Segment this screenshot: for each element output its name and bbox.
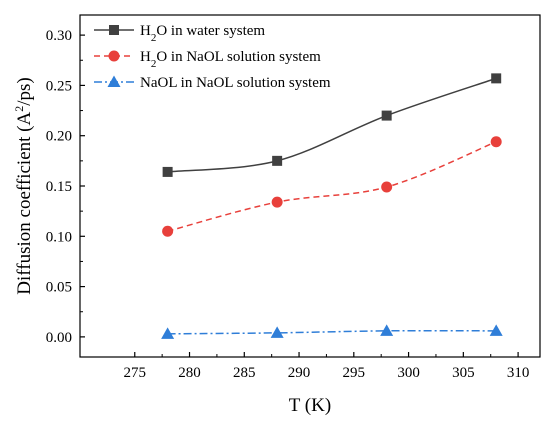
data-point xyxy=(490,136,502,148)
y-axis-title: Diffusion coefficient (A2/ps) xyxy=(12,77,35,294)
data-point xyxy=(272,155,283,166)
data-point xyxy=(270,326,284,338)
legend-marker xyxy=(107,75,121,87)
y-tick-label: 0.05 xyxy=(46,280,72,296)
legend-label-pre: H xyxy=(140,49,151,65)
legend-label: H2O in water system xyxy=(140,23,265,44)
data-point xyxy=(380,324,394,336)
y-tick-label: 0.25 xyxy=(46,78,72,94)
legend-label-sub: 2 xyxy=(151,58,157,70)
y-tick-label: 0.20 xyxy=(46,129,72,145)
series-line xyxy=(167,141,497,232)
y-axis-ticks: 0.00 0.05 0.10 0.15 0.20 0.25 0.30 xyxy=(46,28,85,346)
data-point xyxy=(381,110,392,121)
data-point xyxy=(489,324,503,336)
data-point xyxy=(161,327,175,339)
plot-frame xyxy=(79,14,541,358)
legend-marker xyxy=(109,25,119,35)
data-point xyxy=(271,196,283,208)
y-tick-label: 0.00 xyxy=(46,330,72,346)
legend-item: H2O in water system xyxy=(94,23,265,44)
series-layer xyxy=(161,73,503,339)
y-tick-label: 0.30 xyxy=(46,28,72,44)
data-point xyxy=(491,73,502,84)
x-tick-label: 280 xyxy=(178,365,201,381)
series-line xyxy=(167,329,497,335)
legend-label-sub: 2 xyxy=(151,32,157,44)
series-0 xyxy=(162,73,502,177)
y-axis-title-post: /ps) xyxy=(14,77,35,106)
legend-label: H2O in NaOL solution system xyxy=(140,49,321,70)
x-tick-label: 310 xyxy=(507,365,530,381)
data-point xyxy=(381,181,393,193)
data-point xyxy=(162,225,174,237)
x-axis-title: T (K) xyxy=(289,395,331,416)
y-axis-title-sup: 2 xyxy=(12,106,26,112)
legend-label: NaOL in NaOL solution system xyxy=(140,75,331,91)
x-tick-label: 305 xyxy=(452,365,475,381)
x-tick-label: 300 xyxy=(397,365,420,381)
series-2 xyxy=(161,324,503,339)
y-tick-label: 0.15 xyxy=(46,179,72,195)
legend-label-pre: H xyxy=(140,23,151,39)
legend-item: H2O in NaOL solution system xyxy=(94,49,321,70)
legend-label-pre: NaOL in NaOL solution system xyxy=(140,75,331,91)
x-axis-ticks: 275 280 285 290 295 300 305 310 xyxy=(124,352,530,381)
legend-label-post: O in NaOL solution system xyxy=(156,49,321,65)
data-point xyxy=(162,166,173,177)
y-tick-label: 0.10 xyxy=(46,229,72,245)
x-tick-label: 275 xyxy=(124,365,147,381)
series-line xyxy=(167,77,497,173)
legend-marker xyxy=(108,50,120,62)
x-tick-label: 290 xyxy=(288,365,311,381)
y-axis-title-pre: Diffusion coefficient (A xyxy=(14,112,35,295)
legend-label-post: O in water system xyxy=(156,23,265,39)
x-tick-label: 285 xyxy=(233,365,256,381)
series-1 xyxy=(162,136,502,237)
x-tick-label: 295 xyxy=(343,365,366,381)
legend-item: NaOL in NaOL solution system xyxy=(94,75,331,91)
